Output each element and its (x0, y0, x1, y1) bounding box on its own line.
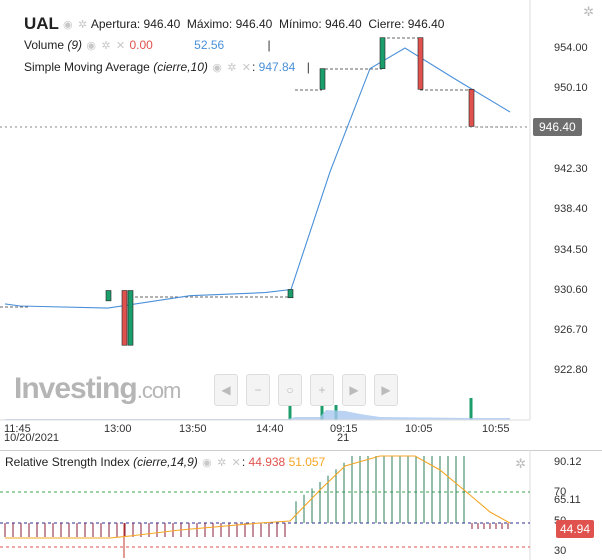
time-tick: 11:45 (4, 423, 31, 435)
rsi-current-tag: 44.94 (556, 520, 595, 538)
time-tick: 13:00 (104, 423, 132, 435)
sma-param: (cierre,10) (153, 60, 208, 74)
gear-icon[interactable]: ✲ (77, 19, 88, 31)
time-tick: 10:05 (405, 423, 433, 435)
chart-settings-icon[interactable]: ✲ (583, 4, 594, 19)
close-label: Cierre: (368, 17, 405, 31)
price-chart[interactable] (0, 0, 602, 450)
close-value: 946.40 (407, 17, 445, 31)
price-tick: 926.70 (554, 324, 588, 336)
rsi-tick: 30 (554, 545, 567, 557)
zoom-in-button[interactable]: + (310, 374, 334, 406)
price-tick: 922.80 (554, 364, 588, 376)
gear-icon[interactable]: ✲ (227, 62, 237, 74)
price-tick: 950.10 (554, 82, 588, 94)
volume-label: Volume (24, 38, 65, 52)
eye-icon[interactable]: ◉ (86, 40, 96, 52)
rsi-param: (cierre,14,9) (133, 455, 198, 469)
low-label: Mínimo: (278, 17, 322, 31)
sma-line (4, 47, 511, 309)
candle-down (417, 37, 424, 90)
volume-area (5, 410, 510, 420)
volume-bar (288, 405, 292, 420)
close-icon[interactable]: ✕ (231, 457, 241, 469)
time-tick: 09:15 (330, 423, 358, 435)
volume-value-1: 0.00 (129, 38, 153, 52)
symbol-title: UAL (24, 14, 59, 33)
rsi-value-2: 51.057 (288, 455, 326, 469)
volume-value-2: 52.56 (194, 38, 225, 52)
gear-icon[interactable]: ✲ (101, 40, 111, 52)
candle-down (468, 88, 475, 127)
candle-up (127, 290, 134, 346)
price-tick: 954.00 (554, 42, 588, 54)
close-icon[interactable]: ✕ (115, 40, 126, 52)
eye-icon[interactable]: ◉ (202, 457, 212, 469)
open-value: 946.40 (143, 17, 181, 31)
rsi-label: Relative Strength Index (5, 455, 130, 469)
rsi-tick: 90.12 (554, 456, 582, 468)
high-label: Máximo: (186, 17, 233, 31)
high-value: 946.40 (235, 17, 273, 31)
rsi-settings-icon[interactable]: ✲ (515, 456, 526, 471)
price-tick: 942.30 (554, 163, 588, 175)
sma-value: 947.84 (258, 60, 296, 74)
time-tick: 13:50 (179, 423, 207, 435)
scroll-right-button-2[interactable]: ▶ (374, 374, 398, 406)
price-tick: 930.60 (554, 284, 588, 296)
gear-icon[interactable]: ✲ (217, 457, 227, 469)
price-tick: 938.40 (554, 203, 588, 215)
open-label: Apertura: (90, 17, 141, 31)
candle-up (379, 37, 386, 69)
watermark-logo: Investing.com (14, 372, 181, 405)
rsi-chart[interactable] (0, 450, 602, 560)
date-tick: 10/20/2021 (4, 432, 60, 444)
volume-param: (9) (67, 38, 83, 52)
date-tick: 21 (337, 432, 350, 444)
close-icon[interactable]: ✕ (241, 62, 251, 74)
rsi-value-1: 44.938 (248, 455, 286, 469)
volume-bar (469, 398, 473, 420)
sma-label: Simple Moving Average (24, 60, 150, 74)
ohlc-legend: ◉ ✲ Apertura: 946.40 Máximo: 946.40 Míni… (62, 17, 444, 31)
time-tick: 14:40 (256, 423, 284, 435)
time-tick: 10:55 (482, 423, 510, 435)
reset-zoom-button[interactable]: ○ (278, 374, 302, 406)
price-tick: 934.50 (554, 244, 588, 256)
scroll-left-button[interactable]: ◀ (214, 374, 238, 406)
rsi-tick: 65.11 (554, 494, 581, 506)
rsi-line (5, 455, 511, 539)
zoom-out-button[interactable]: − (246, 374, 270, 406)
candle-up (287, 289, 294, 299)
eye-icon[interactable]: ◉ (212, 62, 222, 74)
scroll-right-button-1[interactable]: ▶ (342, 374, 366, 406)
candle-down (121, 290, 128, 346)
rsi-legend: Relative Strength Index (cierre,14,9) ◉ … (5, 455, 326, 469)
rsi-tick: 70 (554, 486, 567, 498)
candle-up (105, 290, 112, 302)
current-price-tag: 946.40 (533, 118, 582, 136)
sma-legend: Simple Moving Average (cierre,10) ◉ ✲ ✕:… (24, 60, 310, 74)
candle-up (319, 68, 326, 90)
low-value: 946.40 (325, 17, 362, 31)
volume-legend: Volume (9) ◉ ✲ ✕ 0.00 52.56 | (24, 38, 271, 52)
eye-icon[interactable]: ◉ (63, 19, 73, 31)
